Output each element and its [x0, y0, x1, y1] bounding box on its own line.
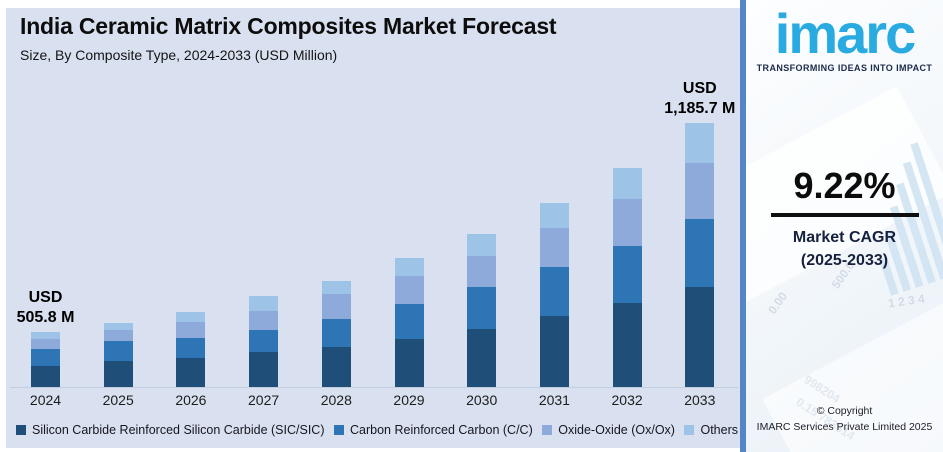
cagr-block: 9.22% Market CAGR (2025-2033) — [746, 166, 943, 272]
legend-item: Carbon Reinforced Carbon (C/C) — [334, 423, 533, 437]
legend-swatch-icon — [334, 425, 345, 435]
legend-label: Silicon Carbide Reinforced Silicon Carbi… — [32, 423, 325, 437]
watermark-number: 0.00 — [765, 289, 791, 317]
panel-divider — [740, 0, 746, 452]
legend-label: Oxide-Oxide (Ox/Ox) — [558, 423, 675, 437]
imarc-logo-wordmark: imarc — [774, 2, 916, 65]
legend-item: Others — [684, 423, 738, 437]
legend-item: Silicon Carbide Reinforced Silicon Carbi… — [16, 423, 324, 437]
legend-swatch-icon — [542, 425, 553, 435]
chart-panel-background — [6, 8, 740, 448]
legend-item: Oxide-Oxide (Ox/Ox) — [542, 423, 675, 437]
copyright-line2: IMARC Services Private Limited 2025 — [756, 421, 933, 434]
brand-sidebar: 500.0 0.00 1 2 3 4 998204 0.15 783514 im… — [740, 0, 943, 452]
legend: Silicon Carbide Reinforced Silicon Carbi… — [16, 423, 738, 437]
legend-label: Others — [700, 423, 738, 437]
copyright-line1: © Copyright — [816, 405, 873, 417]
legend-swatch-icon — [684, 425, 695, 435]
legend-swatch-icon — [16, 425, 26, 435]
watermark-number: 1 2 3 4 — [887, 291, 926, 311]
cagr-label: Market CAGR (2025-2033) — [746, 226, 943, 272]
imarc-logo: imarc TRANSFORMING IDEAS INTO IMPACT — [746, 2, 943, 74]
page-subtitle: Size, By Composite Type, 2024-2033 (USD … — [20, 47, 338, 63]
cagr-label-line2: (2025-2033) — [800, 251, 889, 269]
legend-label: Carbon Reinforced Carbon (C/C) — [350, 423, 533, 437]
imarc-logo-tagline: TRANSFORMING IDEAS INTO IMPACT — [756, 63, 933, 73]
copyright: © Copyright IMARC Services Private Limit… — [746, 403, 943, 436]
cagr-value: 9.22% — [793, 165, 896, 206]
cagr-underline — [770, 212, 919, 217]
x-axis-line — [10, 387, 738, 388]
page-title: India Ceramic Matrix Composites Market F… — [20, 13, 557, 39]
cagr-label-line1: Market CAGR — [792, 228, 897, 246]
